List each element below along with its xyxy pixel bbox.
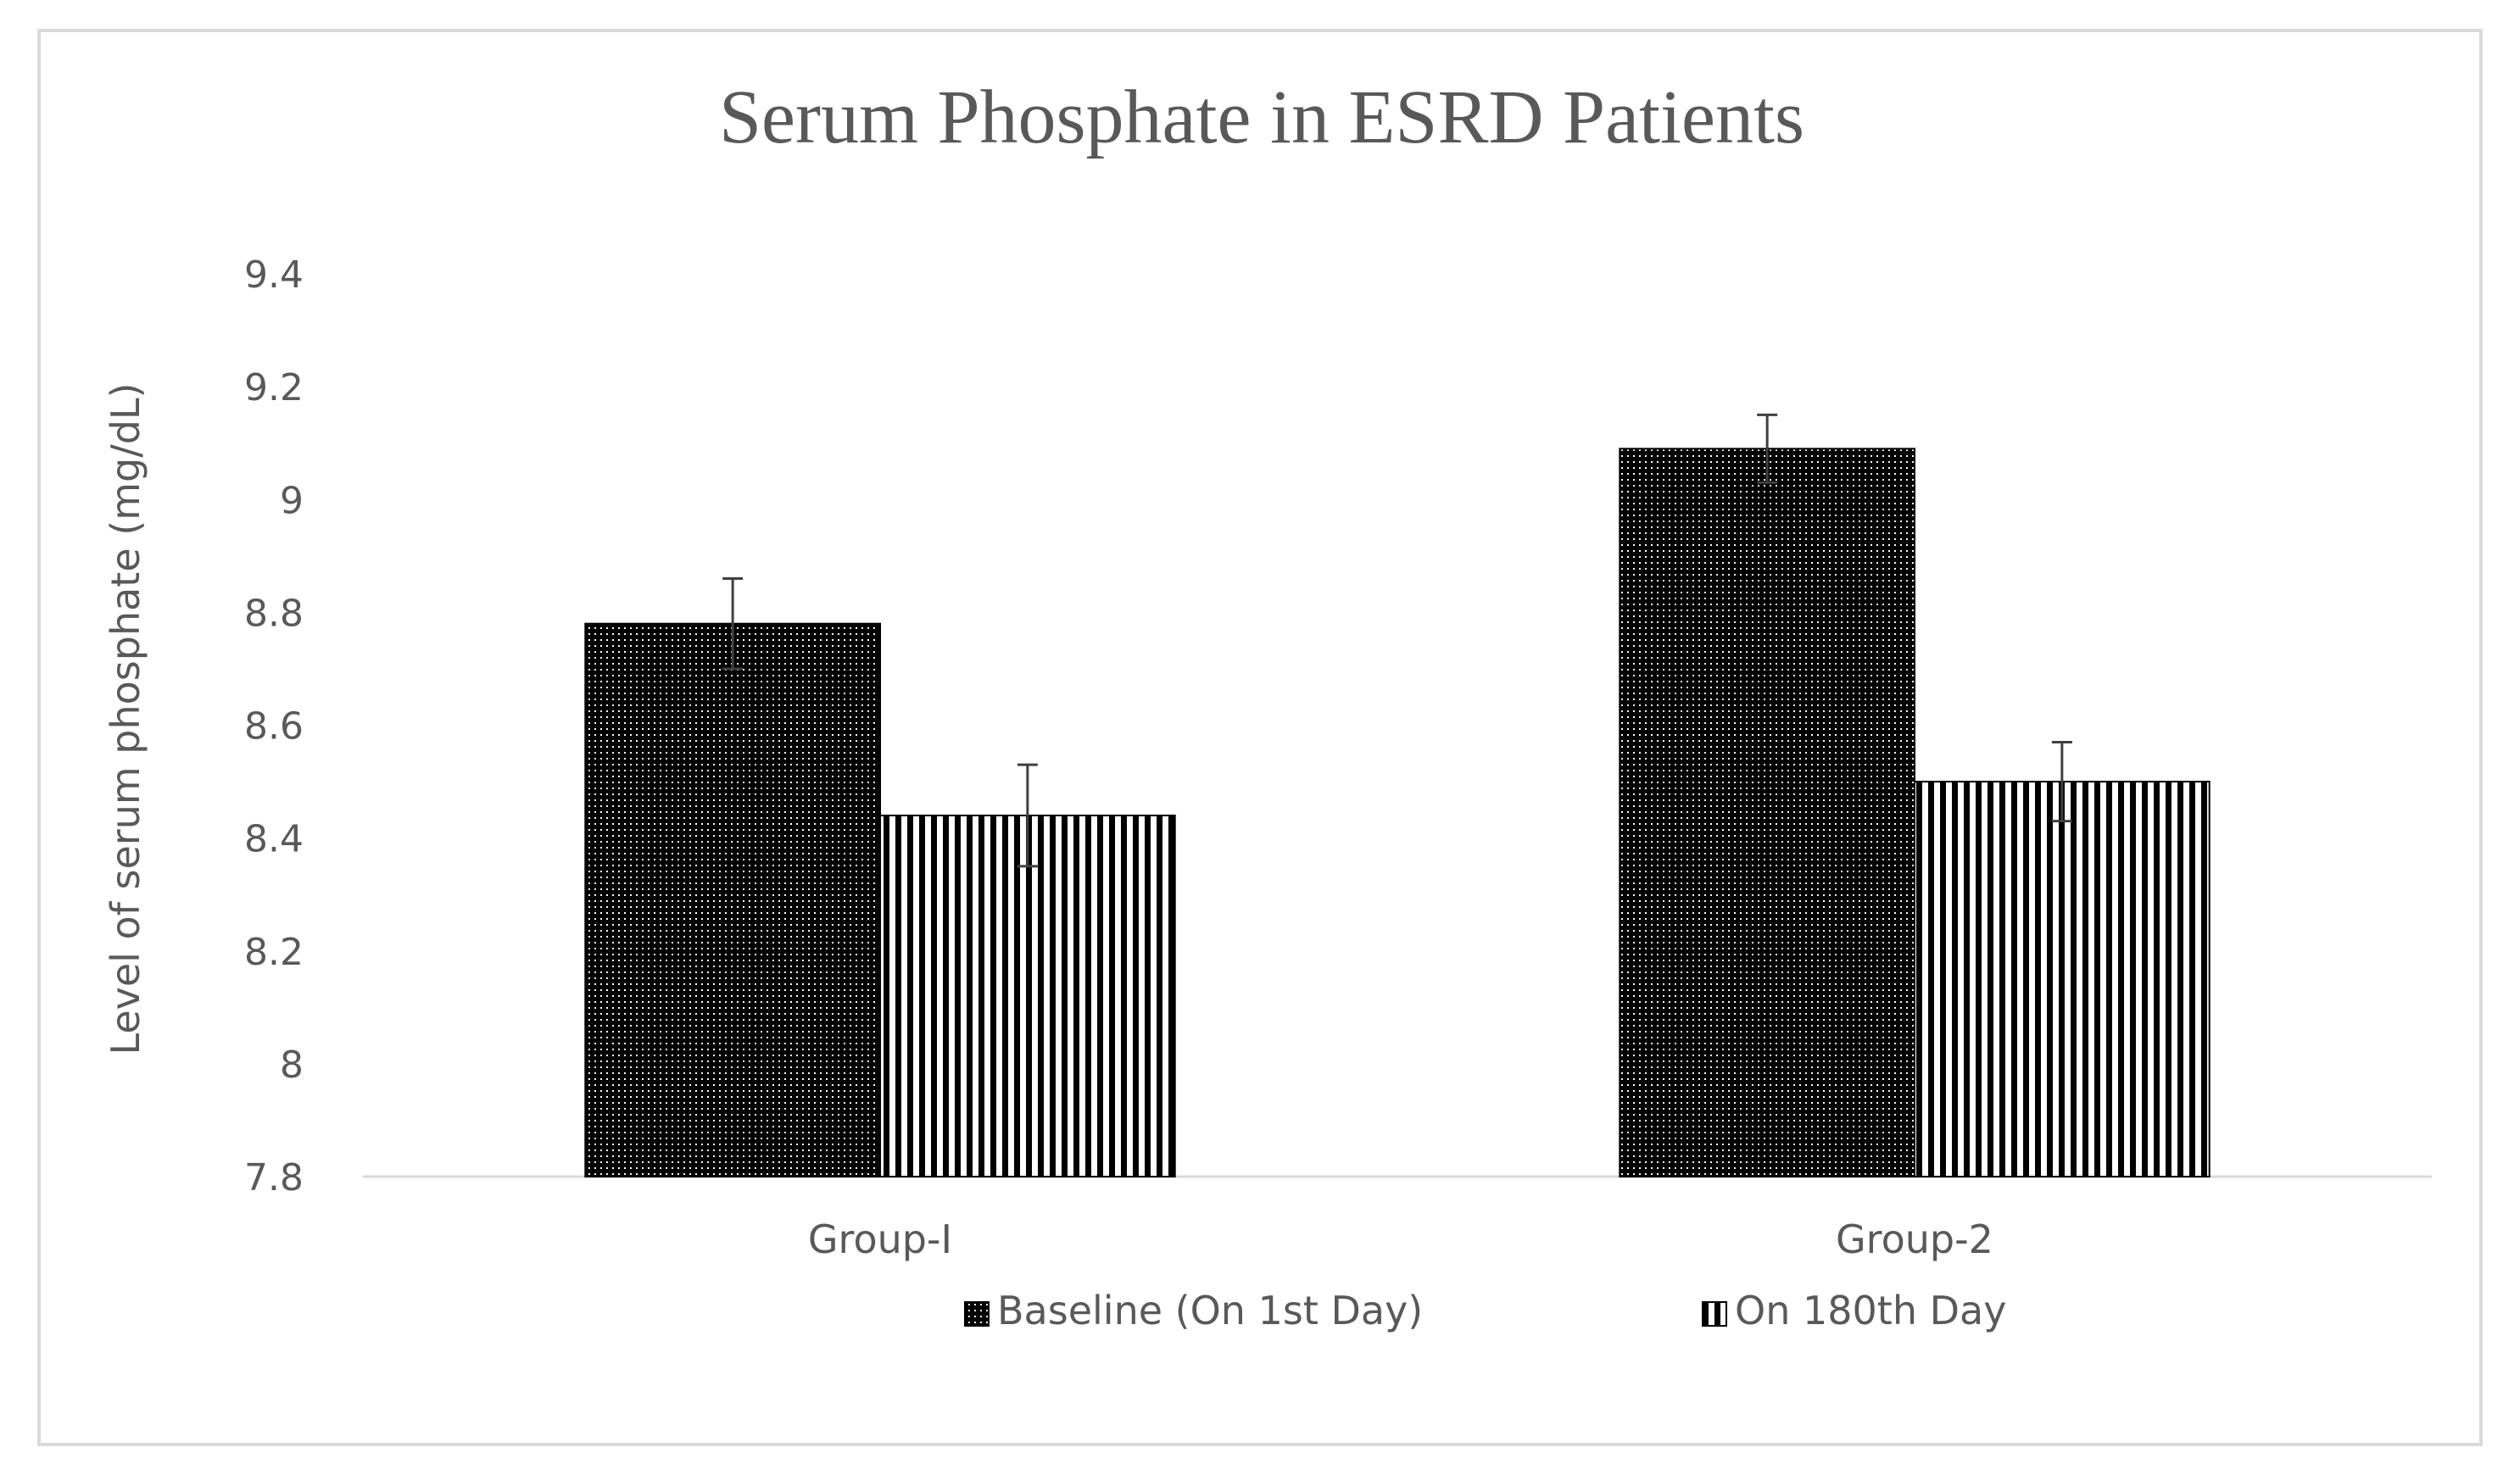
y-tick-label: 9 [280,479,304,522]
chart-frame: Serum Phosphate in ESRD Patients Level o… [37,29,2483,1446]
legend: Baseline (On 1st Day) On 180th Day [964,1288,2006,1333]
category-label: Group-I [808,1216,952,1262]
y-axis-ticks: 7.8 8 8.2 8.4 8.6 8.8 9 9.2 9.4 [244,253,304,1199]
legend-swatch-2 [1702,1301,1727,1327]
legend-label-2: On 180th Day [1735,1288,2006,1333]
y-tick-label: 8.8 [244,592,304,635]
category-labels: Group-I Group-2 [808,1216,1993,1262]
category-label: Group-2 [1836,1216,1993,1262]
bar-baseline-2 [1619,448,1916,1177]
bar-day180-1 [879,815,1176,1177]
y-tick-label: 8.6 [244,705,304,749]
y-tick-label: 9.2 [244,366,304,409]
chart-svg: Serum Phosphate in ESRD Patients Level o… [103,75,2432,1333]
legend-swatch-1 [964,1301,990,1327]
error-bars-group [722,413,2072,868]
y-tick-label: 7.8 [244,1156,304,1199]
bar-day180-2 [1914,781,2211,1177]
chart-title: Serum Phosphate in ESRD Patients [719,75,1804,159]
y-tick-label: 8.4 [244,818,304,861]
y-tick-label: 8.2 [244,931,304,974]
y-tick-label: 8 [280,1044,304,1087]
y-axis-title: Level of serum phosphate (mg/dL) [103,383,148,1055]
bar-baseline-1 [584,622,881,1177]
y-tick-label: 9.4 [244,253,304,297]
legend-label-1: Baseline (On 1st Day) [997,1288,1423,1333]
bars-group [584,448,2211,1177]
